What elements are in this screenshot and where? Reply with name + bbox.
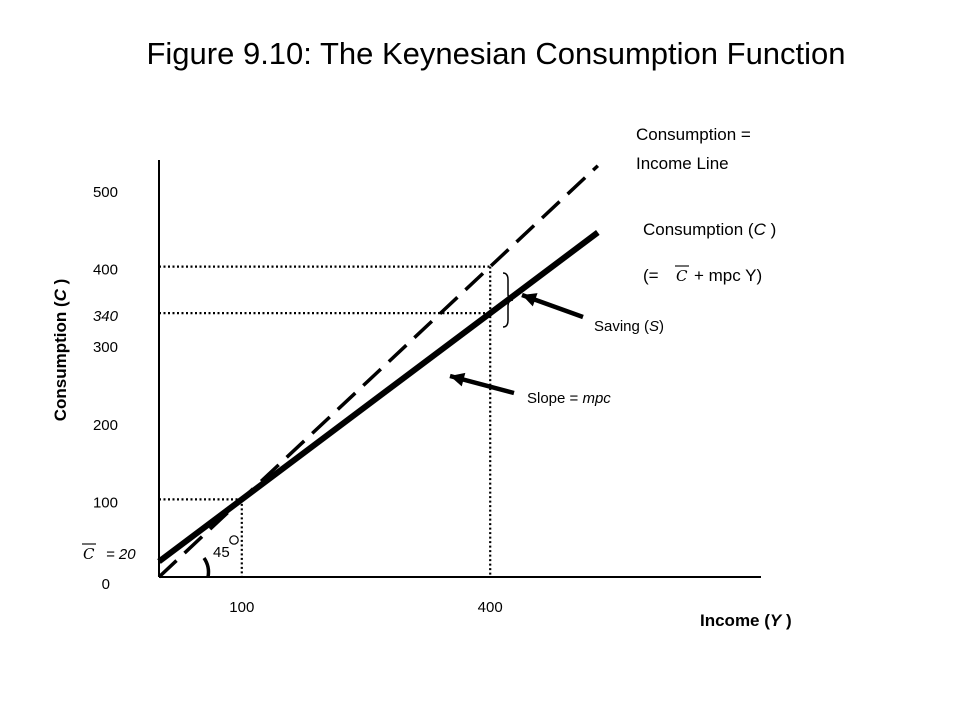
- y-tick-label-400: 400: [93, 262, 118, 279]
- intercept-symbol: C: [82, 543, 96, 563]
- y-tick-label-0: 0: [102, 576, 110, 593]
- degree-symbol: [229, 535, 239, 545]
- angle-arc: [202, 557, 211, 578]
- income-line: [157, 164, 600, 579]
- intercept-value-label: = 20: [106, 546, 136, 563]
- y-axis-title: Consumption (C ): [51, 279, 70, 422]
- chart-title: Figure 9.10: The Keynesian Consumption F…: [146, 36, 845, 71]
- y-tick-label-500: 500: [93, 184, 118, 201]
- x-tick-label-100: 100: [229, 599, 254, 616]
- y-tick-label-300: 300: [93, 339, 118, 356]
- saving-arrow-head: [522, 293, 538, 307]
- saving-label: Saving (S): [594, 318, 664, 335]
- consumption-line-label: Consumption (C ): [643, 220, 776, 239]
- consumption-equation-rest: + mpc Y): [694, 266, 762, 285]
- y-tick-label-200: 200: [93, 417, 118, 434]
- angle-label: 45: [213, 544, 230, 561]
- x-tick-label-400: 400: [478, 599, 503, 616]
- slope-label: Slope = mpc: [527, 390, 611, 407]
- x-axis-title: Income (Y ): [700, 611, 792, 630]
- y-tick-label-100: 100: [93, 494, 118, 511]
- saving-brace: [502, 272, 514, 328]
- intercept-symbol-letter: C: [83, 545, 95, 563]
- consumption-equation-open: (=: [643, 266, 659, 285]
- y-tick-label-340: 340: [93, 308, 119, 325]
- consumption-line: [157, 230, 600, 564]
- income-line-label-line2: Income Line: [636, 154, 729, 173]
- slope-arrow-head: [450, 372, 466, 387]
- consumption-equation-symbol-letter: C: [676, 267, 688, 285]
- income-line-label-line1: Consumption =: [636, 125, 751, 144]
- consumption-equation-symbol: C: [675, 265, 689, 285]
